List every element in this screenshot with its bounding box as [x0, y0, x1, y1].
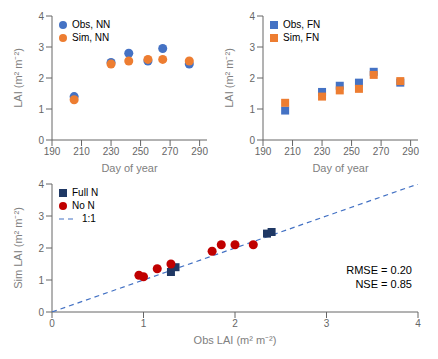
svg-text:3: 3	[38, 42, 44, 53]
svg-text:230: 230	[314, 146, 331, 157]
svg-text:1: 1	[38, 275, 44, 286]
svg-text:3: 3	[249, 42, 255, 53]
html-text:Full N: Full N	[72, 187, 99, 198]
svg-text:4: 4	[38, 11, 44, 22]
svg-text:Obs LAI (m² m⁻²): Obs LAI (m² m⁻²)	[194, 334, 277, 346]
svg-text:0: 0	[38, 307, 44, 318]
svg-text:190: 190	[44, 146, 61, 157]
html-text:Sim, NN: Sim, NN	[72, 32, 110, 43]
svg-text:Day of year: Day of year	[101, 162, 158, 174]
html-text:Obs, NN: Obs, NN	[72, 19, 111, 30]
html-text:Sim, FN: Sim, FN	[283, 32, 320, 43]
html-text:1:1: 1:1	[82, 213, 96, 224]
svg-text:250: 250	[132, 146, 149, 157]
html-text:Obs, FN: Obs, FN	[283, 19, 321, 30]
svg-text:230: 230	[103, 146, 120, 157]
svg-text:3: 3	[38, 211, 44, 222]
svg-text:Day of year: Day of year	[312, 162, 369, 174]
svg-text:2: 2	[38, 73, 44, 84]
svg-text:2: 2	[232, 318, 238, 329]
svg-text:4: 4	[249, 11, 255, 22]
svg-text:0: 0	[249, 135, 255, 146]
svg-text:1: 1	[141, 318, 147, 329]
svg-text:4: 4	[415, 318, 421, 329]
svg-text:210: 210	[284, 146, 301, 157]
svg-text:290: 290	[402, 146, 419, 157]
svg-text:4: 4	[38, 179, 44, 190]
svg-text:270: 270	[162, 146, 179, 157]
svg-text:210: 210	[73, 146, 90, 157]
svg-text:290: 290	[191, 146, 208, 157]
html-text:RMSE = 0.20 NSE = 0.85: RMSE = 0.20 NSE = 0.85	[346, 264, 412, 291]
svg-text:3: 3	[324, 318, 330, 329]
svg-text:190: 190	[255, 146, 272, 157]
svg-text:270: 270	[373, 146, 390, 157]
svg-text:0: 0	[49, 318, 55, 329]
svg-text:1: 1	[38, 104, 44, 115]
svg-text:1: 1	[249, 104, 255, 115]
svg-text:0: 0	[38, 135, 44, 146]
svg-text:250: 250	[343, 146, 360, 157]
svg-text:Sim LAI (m² m⁻²): Sim LAI (m² m⁻²)	[12, 207, 24, 289]
svg-text:LAI (m² m⁻²): LAI (m² m⁻²)	[12, 48, 24, 108]
svg-text:2: 2	[249, 73, 255, 84]
html-text:No N: No N	[72, 200, 95, 211]
svg-text:LAI (m² m⁻²): LAI (m² m⁻²)	[223, 48, 235, 108]
svg-text:2: 2	[38, 243, 44, 254]
